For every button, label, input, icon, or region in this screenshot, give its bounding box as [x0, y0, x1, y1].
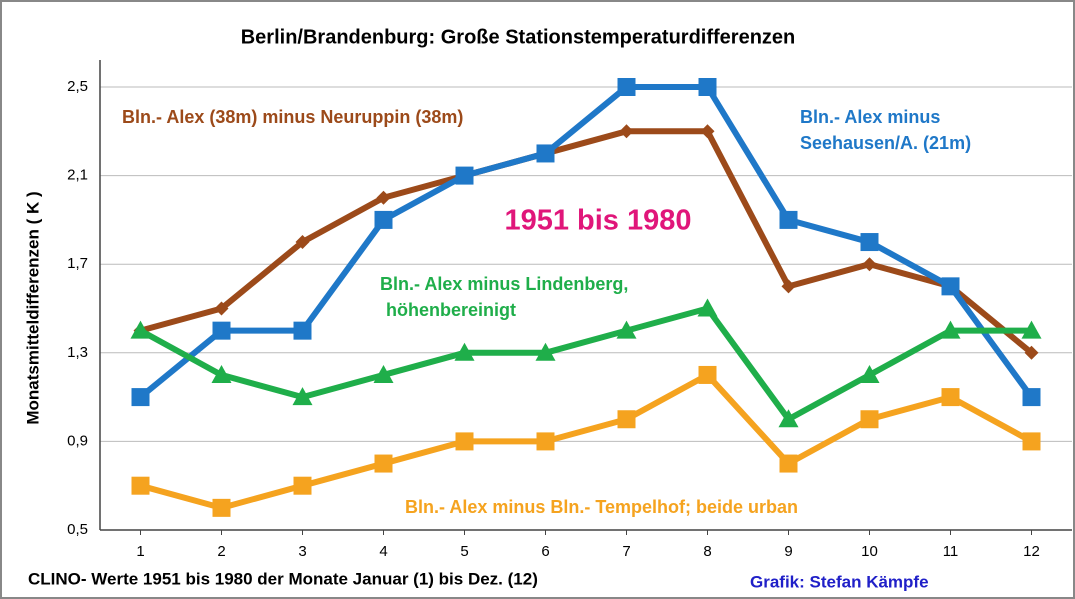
y-tick-label: 0,5	[67, 521, 88, 538]
marker	[941, 388, 960, 407]
marker	[617, 410, 636, 429]
marker	[700, 124, 715, 139]
marker	[698, 365, 717, 384]
marker	[212, 498, 231, 517]
x-tick-label: 1	[136, 543, 144, 560]
marker	[1022, 388, 1041, 407]
x-tick-label: 11	[943, 543, 959, 560]
chart-title: Berlin/Brandenburg: Große Stationstemper…	[241, 26, 796, 48]
x-tick-label: 8	[703, 543, 711, 560]
x-tick-label: 2	[217, 543, 225, 560]
x-tick-label: 4	[379, 543, 387, 560]
series-label: höhenbereinigt	[386, 300, 516, 320]
x-axis-label: CLINO- Werte 1951 bis 1980 der Monate Ja…	[28, 569, 538, 588]
series-line	[139, 128, 1034, 356]
series-line	[139, 305, 1032, 423]
x-tick-label: 12	[1023, 543, 1040, 560]
marker	[535, 342, 556, 361]
series-line	[138, 84, 1034, 400]
marker	[374, 210, 393, 229]
series-label: Bln.- Alex minus Bln.- Tempelhof; beide …	[405, 497, 798, 517]
marker	[373, 364, 394, 383]
y-axis-label: Monatsmitteldifferenzen ( K )	[23, 191, 42, 424]
marker	[941, 277, 960, 296]
y-tick-label: 2,1	[67, 167, 88, 184]
marker	[212, 321, 231, 340]
marker	[779, 454, 798, 473]
x-tick-label: 10	[861, 543, 878, 560]
marker	[131, 388, 150, 407]
series-label: Bln.- Alex minus	[800, 107, 940, 127]
marker	[778, 409, 799, 428]
series-line	[139, 371, 1033, 511]
marker	[697, 298, 718, 317]
x-tick-label: 5	[460, 543, 468, 560]
y-tick-label: 2,5	[67, 78, 88, 95]
marker	[940, 320, 961, 339]
series-label: Seehausen/A. (21m)	[800, 133, 971, 153]
marker	[859, 364, 880, 383]
marker	[1022, 432, 1041, 451]
series-label: Bln.- Alex minus Lindenberg,	[380, 274, 628, 294]
marker	[619, 124, 634, 139]
marker	[295, 235, 310, 250]
x-tick-label: 3	[298, 543, 306, 560]
marker	[1024, 345, 1039, 360]
y-tick-label: 0,9	[67, 432, 88, 449]
marker	[536, 144, 555, 163]
y-tick-label: 1,7	[67, 255, 88, 272]
marker	[862, 257, 877, 272]
marker	[1021, 320, 1042, 339]
marker	[779, 210, 798, 229]
x-tick-label: 6	[541, 543, 549, 560]
marker	[860, 410, 879, 429]
marker	[616, 320, 637, 339]
marker	[214, 301, 229, 316]
marker	[376, 190, 391, 205]
annotation: 1951 bis 1980	[504, 205, 691, 237]
marker	[293, 476, 312, 495]
marker	[293, 321, 312, 340]
credit: Grafik: Stefan Kämpfe	[750, 572, 929, 591]
marker	[617, 78, 636, 96]
marker	[860, 233, 879, 252]
x-tick-label: 9	[784, 543, 792, 560]
marker	[781, 279, 796, 294]
series-label: Bln.- Alex (38m) minus Neuruppin (38m)	[122, 107, 463, 127]
marker	[130, 320, 151, 339]
marker	[454, 342, 475, 361]
marker	[292, 387, 313, 406]
x-tick-label: 7	[622, 543, 630, 560]
marker	[131, 476, 150, 495]
marker	[698, 78, 717, 96]
marker	[211, 364, 232, 383]
marker	[536, 432, 555, 451]
marker	[455, 166, 474, 185]
marker	[455, 432, 474, 451]
marker	[374, 454, 393, 473]
y-tick-label: 1,3	[67, 344, 88, 361]
